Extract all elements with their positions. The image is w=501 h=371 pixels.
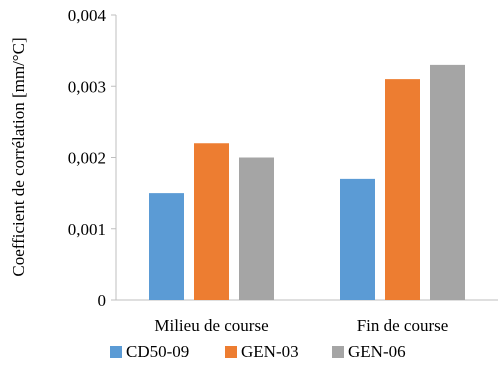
bars-group (149, 64, 465, 300)
bar-gen-06-1 (239, 157, 274, 300)
legend-label-cd50-09: CD50-09 (126, 342, 189, 361)
legend-label-gen-06: GEN-06 (348, 342, 406, 361)
y-tick-label: 0 (98, 291, 107, 310)
bar-cd50-09-1 (149, 193, 184, 300)
bar-gen-06-2 (430, 64, 465, 300)
legend-label-gen-03: GEN-03 (241, 342, 299, 361)
y-tick-label: 0,003 (68, 77, 106, 96)
legend: CD50-09 GEN-03 GEN-06 (110, 342, 406, 361)
legend-swatch-cd50-09 (110, 346, 122, 358)
x-category-label: Milieu de course (154, 316, 268, 335)
category-labels: Milieu de course Fin de course (154, 316, 448, 335)
y-axis-title: Coefficient de corrélation [mm/°C] (9, 37, 28, 276)
bar-gen-03-1 (194, 143, 229, 300)
x-category-label: Fin de course (357, 316, 449, 335)
bar-cd50-09-2 (340, 178, 375, 300)
y-axis-ticks: 0 0,001 0,002 0,003 0,004 (68, 6, 116, 310)
y-tick-label: 0,004 (68, 6, 107, 25)
y-tick-label: 0,001 (68, 220, 106, 239)
legend-swatch-gen-06 (332, 346, 344, 358)
bar-gen-03-2 (385, 79, 420, 300)
y-tick-label: 0,002 (68, 149, 106, 168)
legend-swatch-gen-03 (225, 346, 237, 358)
